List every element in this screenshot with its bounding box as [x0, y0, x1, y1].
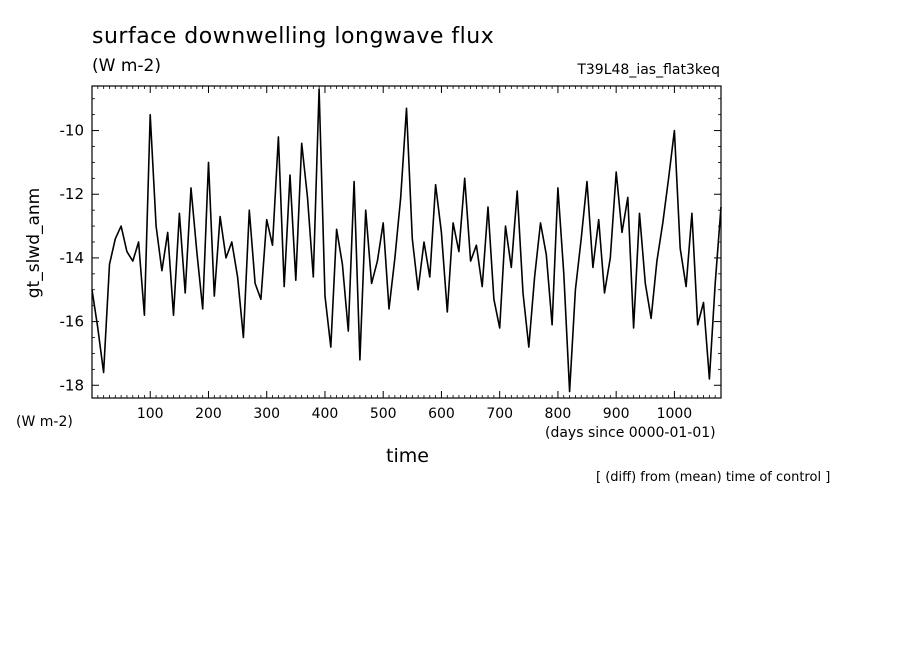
x-tick-label: 900 — [603, 406, 630, 422]
y-axis-units: (W m-2) — [16, 414, 73, 430]
chart-title: surface downwelling longwave flux — [92, 24, 495, 49]
x-tick-label: 300 — [253, 406, 280, 422]
diff-note: [ (diff) from (mean) time of control ] — [596, 470, 831, 485]
experiment-label: T39L48_ias_flat3keq — [577, 62, 720, 78]
x-tick-label: 600 — [428, 406, 455, 422]
x-tick-label: 100 — [137, 406, 164, 422]
x-axis-label: time — [386, 445, 429, 467]
x-tick-label: 1000 — [657, 406, 693, 422]
x-tick-label: 700 — [486, 406, 513, 422]
y-tick-label: -14 — [60, 249, 85, 267]
x-tick-label: 400 — [312, 406, 339, 422]
x-tick-label: 800 — [545, 406, 572, 422]
y-tick-label: -18 — [60, 376, 85, 394]
y-tick-label: -10 — [60, 122, 85, 140]
plot-frame — [91, 85, 722, 399]
x-axis-units: (days since 0000-01-01) — [545, 425, 716, 441]
y-tick-label: -16 — [60, 313, 85, 331]
y-tick-label: -12 — [60, 185, 85, 203]
chart-units: (W m-2) — [92, 56, 161, 76]
x-tick-label: 200 — [195, 406, 222, 422]
series-line — [91, 88, 722, 393]
x-tick-label: 500 — [370, 406, 397, 422]
